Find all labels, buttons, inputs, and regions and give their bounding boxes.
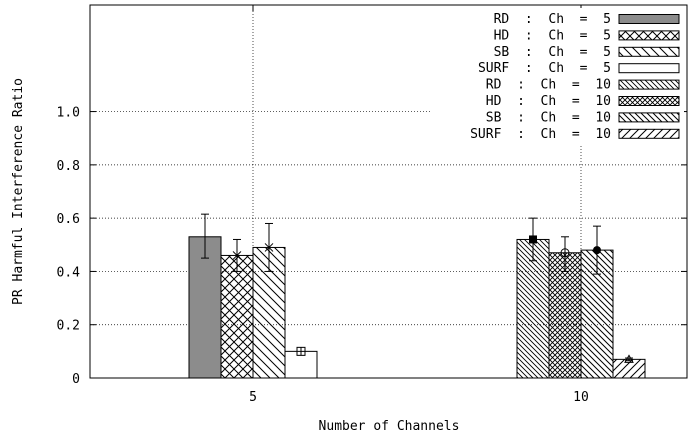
legend-swatch-2	[618, 46, 680, 57]
error-bars	[201, 213, 634, 363]
legend-swatch-7	[618, 128, 680, 139]
y-tick-label-1: 0.2	[57, 319, 80, 334]
legend-label-3: SURF : Ch = 5	[478, 61, 611, 76]
marker-7	[624, 354, 634, 363]
legend-swatch-6	[618, 112, 680, 123]
marker-4	[529, 235, 537, 244]
marker-2	[264, 242, 274, 253]
plot-frame	[89, 4, 688, 379]
legend-swatch-5	[618, 96, 680, 106]
marker-5	[560, 248, 570, 258]
legend-label-0: RD : Ch = 5	[494, 12, 611, 27]
marker-3	[296, 346, 306, 356]
legend-label-5: HD : Ch = 10	[486, 94, 611, 109]
legend-swatch-4	[618, 79, 680, 90]
marker-6	[593, 246, 601, 255]
legend-label-4: RD : Ch = 10	[486, 78, 611, 93]
legend-swatch-1	[618, 30, 680, 41]
bars	[188, 236, 646, 379]
legend-swatch-3	[618, 63, 680, 74]
error-bar-5	[561, 236, 569, 272]
legend-label-7: SURF : Ch = 10	[470, 127, 611, 142]
marker-1	[232, 251, 242, 260]
bar-0	[188, 236, 222, 379]
y-axis-ticks: 0 0.2 0.4 0.6 0.8 1.0	[57, 106, 687, 387]
x-axis-ticks: 5 10	[249, 5, 589, 405]
legend-label-6: SB : Ch = 10	[486, 110, 611, 125]
x-tick-label-1: 10	[573, 390, 589, 405]
bar-1	[220, 254, 254, 379]
bar-4	[516, 238, 550, 379]
error-bar-0	[201, 213, 209, 259]
x-tick-label-0: 5	[249, 390, 257, 405]
x-axis-label: Number of Channels	[319, 419, 460, 434]
y-axis-label: PR Harmful Interference Ratio	[11, 78, 26, 305]
y-tick-label-4: 0.8	[57, 159, 80, 174]
y-tick-label-0: 0	[72, 372, 80, 387]
legend-label-1: HD : Ch = 5	[494, 28, 611, 43]
legend-label-2: SB : Ch = 5	[494, 45, 611, 60]
y-tick-label-2: 0.4	[57, 265, 81, 280]
legend-swatch-0	[618, 14, 680, 24]
y-tick-label-5: 1.0	[57, 106, 80, 121]
y-tick-label-3: 0.6	[57, 212, 80, 227]
